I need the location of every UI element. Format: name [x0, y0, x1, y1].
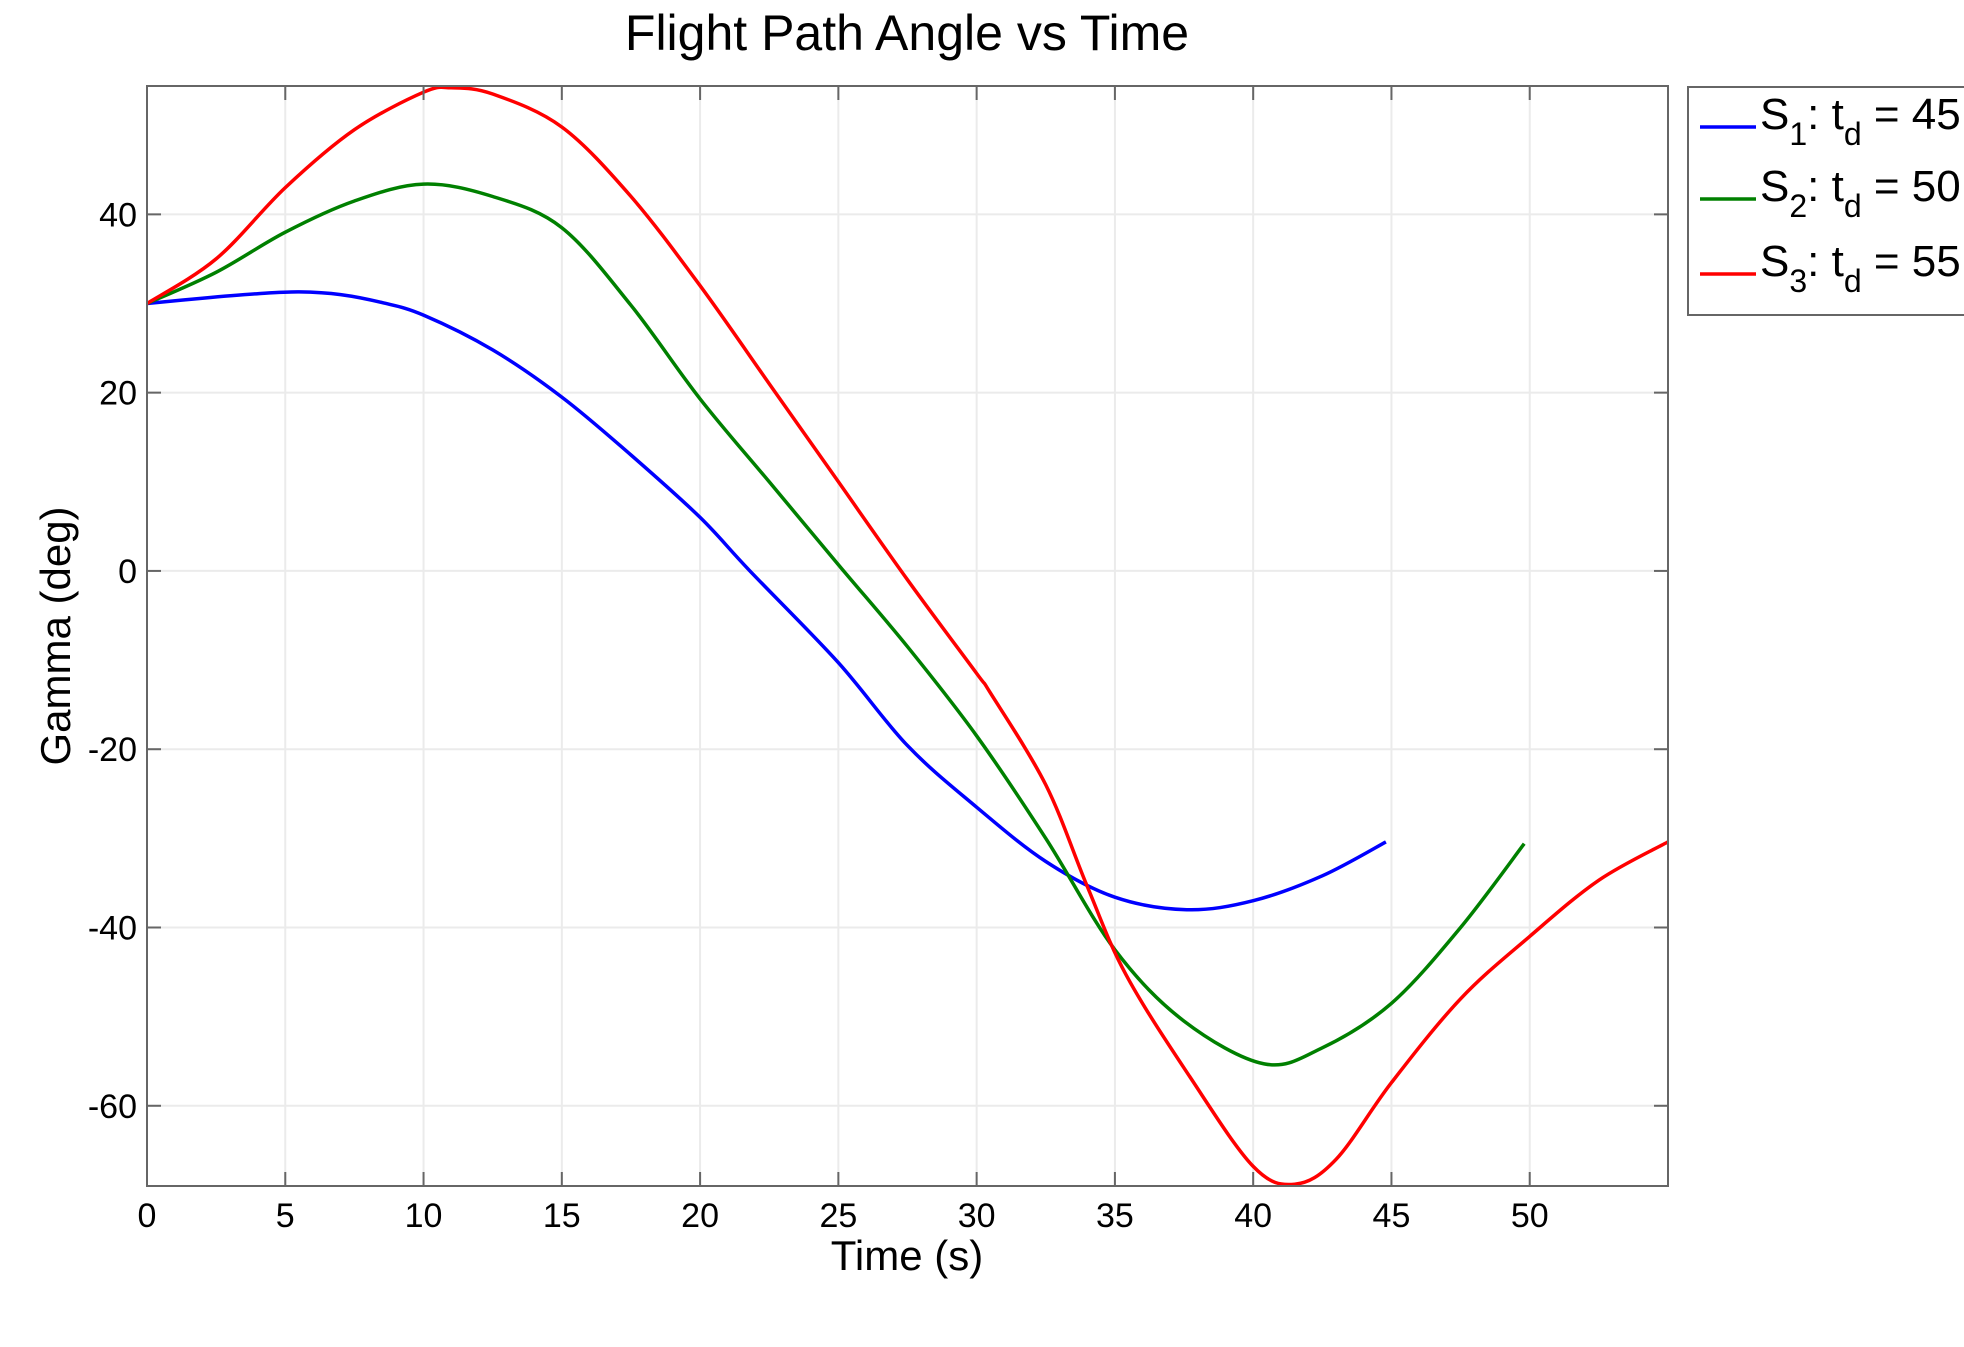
plot-area-border	[146, 85, 1669, 1187]
x-tick-label: 40	[1234, 1197, 1272, 1235]
y-tick-labels: -60 -40 -20 0 20 40	[88, 196, 137, 1125]
x-tick-label: 50	[1511, 1197, 1549, 1235]
y-tick-label: -60	[88, 1088, 137, 1126]
x-tick-label: 10	[405, 1197, 443, 1235]
legend-item-s3: S3: td = 55	[1700, 237, 1961, 299]
legend-label: S3: td = 55	[1760, 237, 1961, 299]
x-tick-labels: 0 5 10 15 20 25 30 35 40 45 50	[138, 1197, 1549, 1235]
legend-items: S1: td = 45 S2: td = 50 S3: td = 55	[1700, 90, 1961, 299]
x-axis-label: Time (s)	[831, 1232, 983, 1279]
series-line-s3	[146, 85, 1669, 1187]
x-tick-label: 0	[138, 1197, 157, 1235]
legend: S1: td = 45 S2: td = 50 S3: td = 55	[1687, 86, 1964, 316]
legend-label: S1: td = 45	[1760, 90, 1961, 152]
x-tick-label: 20	[681, 1197, 719, 1235]
y-tick-label: -20	[88, 731, 137, 769]
x-tick-label: 5	[276, 1197, 295, 1235]
y-tick-label: 0	[118, 553, 137, 591]
y-tick-label: 40	[99, 196, 137, 234]
grid-lines	[146, 86, 1668, 1186]
y-tick-label: 20	[99, 375, 137, 413]
legend-item-s2: S2: td = 50	[1700, 162, 1961, 224]
series-line-s1	[146, 290, 1387, 912]
x-tick-label: 35	[1096, 1197, 1134, 1235]
y-axis-label: Gamma (deg)	[32, 506, 79, 765]
x-tick-label: 25	[819, 1197, 857, 1235]
series-lines	[146, 85, 1669, 1187]
legend-box	[1687, 86, 1964, 316]
axis-ticks	[146, 86, 1668, 1186]
x-tick-label: 30	[958, 1197, 996, 1235]
legend-item-s1: S1: td = 45	[1700, 90, 1961, 152]
y-tick-label: -40	[88, 909, 137, 947]
chart-title: Flight Path Angle vs Time	[625, 5, 1189, 61]
x-tick-label: 45	[1373, 1197, 1411, 1235]
legend-label: S2: td = 50	[1760, 162, 1961, 224]
series-line-s2	[146, 182, 1526, 1067]
x-tick-label: 15	[543, 1197, 581, 1235]
